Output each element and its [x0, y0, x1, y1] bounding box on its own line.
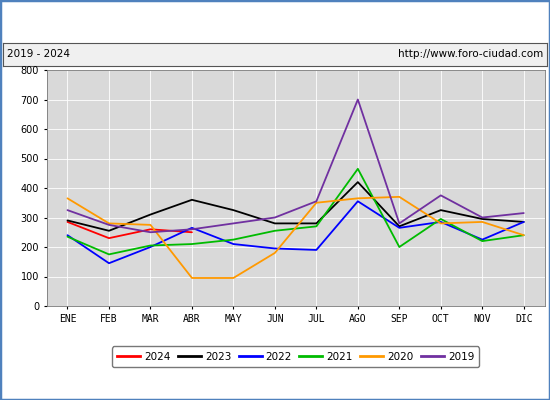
- Text: Evolucion Nº Turistas Nacionales en el municipio de Arboleas: Evolucion Nº Turistas Nacionales en el m…: [72, 14, 478, 27]
- Text: 2019 - 2024: 2019 - 2024: [7, 49, 70, 59]
- Legend: 2024, 2023, 2022, 2021, 2020, 2019: 2024, 2023, 2022, 2021, 2020, 2019: [112, 346, 480, 367]
- Text: http://www.foro-ciudad.com: http://www.foro-ciudad.com: [398, 49, 543, 59]
